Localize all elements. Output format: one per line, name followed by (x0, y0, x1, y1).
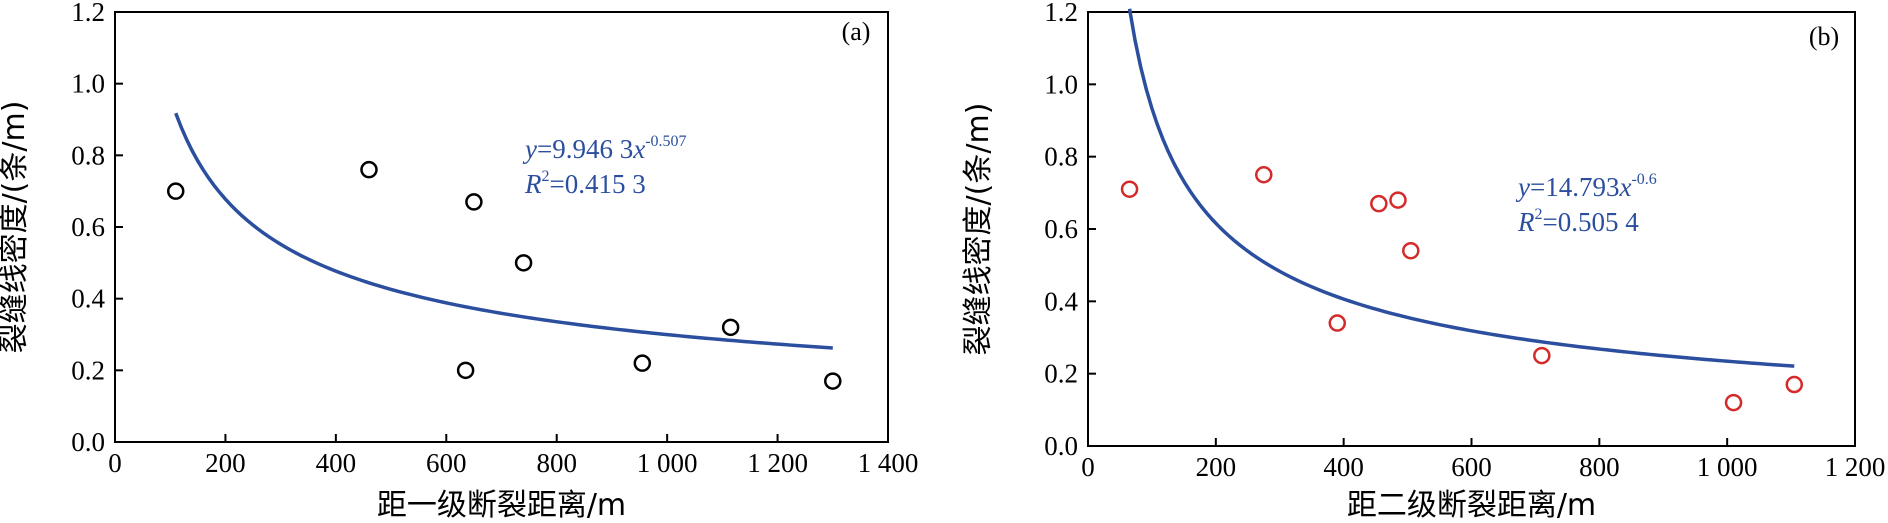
data-point (1328, 314, 1347, 332)
data-point (1370, 194, 1388, 213)
r-squared: R2=0.505 4 (1517, 206, 1639, 237)
y-tick-label: 0.8 (71, 140, 105, 170)
data-point (1533, 346, 1551, 365)
equation-part: 2 (1535, 206, 1543, 223)
x-tick-label: 0 (108, 448, 122, 478)
x-tick-label: 1 400 (858, 448, 919, 478)
data-point (456, 361, 475, 380)
equation-part: =0.505 4 (1543, 207, 1640, 237)
x-tick-label: 200 (1196, 452, 1237, 482)
fit-equation: y=14.793x-0.6 (1515, 171, 1657, 202)
y-tick-label: 0.0 (1044, 431, 1078, 461)
equation-part: -0.6 (1631, 171, 1656, 188)
r-squared: R2=0.415 3 (524, 168, 646, 199)
x-axis-title: 距一级断裂距离/m (377, 488, 626, 523)
equation-part: y (522, 134, 537, 164)
equation-part: -0.507 (645, 133, 686, 150)
x-tick-label: 400 (1323, 452, 1364, 482)
chart-panel-b: 0 200 400 600 800 1 000 1 200 0.0 0.2 0.4 0.6 0.8 1.… (961, 0, 1885, 523)
plot-frame (114, 11, 889, 443)
equation-part: =14.793 (1530, 172, 1619, 202)
y-tick-label: 0.2 (1044, 359, 1078, 389)
equation-part: =9.946 3 (537, 134, 633, 164)
x-tick-label: 0 (1081, 452, 1095, 482)
x-tick-label: 1 000 (637, 448, 698, 478)
data-point (1120, 180, 1139, 198)
data-point (1389, 191, 1407, 209)
y-tick-label: 0.8 (1044, 142, 1078, 172)
data-point (1255, 166, 1273, 184)
data-point (360, 160, 378, 179)
data-point (1785, 375, 1804, 394)
chart-panel-a: 0 200 400 600 800 1 000 1 200 1 400 0.0 0.2 0.4 0.6… (0, 0, 918, 523)
plot-frame (1087, 11, 1856, 447)
y-tick-label: 0.4 (71, 284, 105, 314)
y-tick-label: 1.0 (1044, 69, 1078, 99)
equation-part: y (1515, 172, 1530, 202)
x-tick-label: 600 (426, 448, 467, 478)
y-axis-title: 裂缝线密度/(条/m) (0, 101, 32, 354)
x-tick-label: 600 (1451, 452, 1492, 482)
data-point (514, 254, 533, 272)
fit-curve (1127, 8, 1795, 368)
equation-part: R (524, 169, 542, 199)
data-point (1402, 241, 1420, 260)
data-point (633, 354, 652, 372)
equation-part: x (632, 134, 645, 164)
fit-equation: y=9.946 3x-0.507 (522, 133, 687, 164)
panel-label: (b) (1809, 22, 1839, 51)
panel-label: (a) (842, 17, 871, 46)
x-tick-label: 400 (316, 448, 357, 478)
equation-part: R (1517, 207, 1535, 237)
data-point (824, 372, 842, 390)
x-tick-label: 200 (205, 448, 246, 478)
y-tick-label: 0.6 (1044, 214, 1078, 244)
y-axis-title: 裂缝线密度/(条/m) (961, 103, 996, 356)
y-tick-label: 1.0 (71, 69, 105, 99)
y-tick-label: 1.2 (71, 0, 105, 27)
x-tick-label: 800 (536, 448, 577, 478)
data-point (465, 193, 483, 211)
y-tick-label: 0.2 (71, 355, 105, 385)
y-tick-label: 0.6 (71, 212, 105, 242)
equation-part: 2 (542, 168, 550, 185)
x-axis-title: 距二级断裂距离/m (1347, 488, 1596, 523)
y-tick-label: 0.4 (1044, 286, 1078, 316)
data-point (721, 318, 740, 337)
x-tick-label: 1 000 (1697, 452, 1758, 482)
x-tick-label: 800 (1579, 452, 1620, 482)
data-point (166, 182, 185, 200)
data-point (1724, 393, 1743, 412)
fit-curve (174, 112, 833, 350)
y-tick-label: 0.0 (71, 427, 105, 457)
y-tick-label: 1.2 (1044, 0, 1078, 27)
equation-part: x (1618, 172, 1631, 202)
x-tick-label: 1 200 (1825, 452, 1886, 482)
x-tick-label: 1 200 (747, 448, 808, 478)
equation-part: =0.415 3 (550, 169, 646, 199)
